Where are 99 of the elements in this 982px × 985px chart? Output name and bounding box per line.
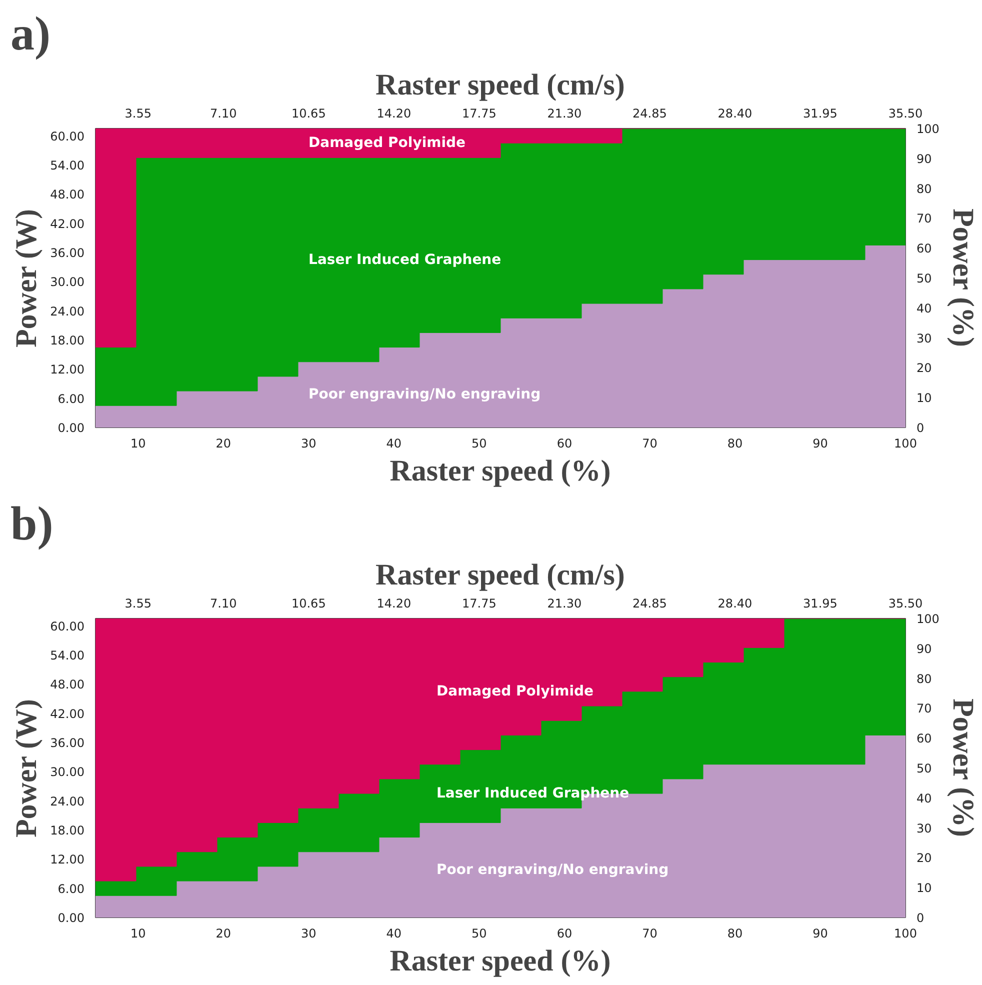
y-tick-label: 18.00 bbox=[50, 823, 85, 838]
y2-tick-label: 50 bbox=[916, 272, 932, 286]
x2-tick-label: 24.85 bbox=[632, 596, 667, 610]
y-tick-label: 60.00 bbox=[50, 129, 85, 144]
annotation: Poor engraving/No engraving bbox=[308, 386, 541, 403]
y-tick-label: 54.00 bbox=[50, 648, 85, 662]
annotation: Damaged Polyimide bbox=[308, 135, 466, 152]
y2-tick-label: 0 bbox=[916, 421, 924, 435]
y2-tick-label: 10 bbox=[916, 391, 932, 406]
x2-tick-label: 10.65 bbox=[291, 106, 326, 120]
y2-tick-label: 100 bbox=[916, 612, 940, 626]
x-tick-label: 70 bbox=[642, 436, 658, 450]
y2-tick-label: 80 bbox=[916, 672, 932, 686]
y2-tick-label: 90 bbox=[916, 152, 932, 166]
y-tick-label: 12.00 bbox=[50, 362, 85, 377]
x2-tick-label: 21.30 bbox=[547, 106, 582, 120]
y2-tick-label: 60 bbox=[916, 242, 932, 256]
y-tick-label: 6.00 bbox=[58, 882, 84, 896]
y-tick-label: 48.00 bbox=[50, 188, 85, 202]
annotation: Damaged Polyimide bbox=[436, 683, 594, 700]
x-tick-label: 20 bbox=[216, 926, 232, 940]
chart-title: a) bbox=[10, 8, 50, 60]
y2-tick-label: 0 bbox=[916, 911, 924, 925]
y2-tick-label: 40 bbox=[916, 791, 932, 806]
y-tick-label: 0.00 bbox=[58, 911, 84, 925]
y2-tick-label: 20 bbox=[916, 361, 932, 376]
y-tick-label: 54.00 bbox=[50, 158, 85, 172]
x2-tick-label: 35.50 bbox=[888, 106, 923, 120]
y2-tick-label: 80 bbox=[916, 182, 932, 196]
y2-tick-label: 90 bbox=[916, 642, 932, 656]
x-tick-label: 70 bbox=[642, 926, 658, 940]
x2-tick-label: 31.95 bbox=[803, 106, 838, 120]
y-tick-label: 48.00 bbox=[50, 678, 85, 692]
x-tick-label: 60 bbox=[556, 926, 572, 940]
y2-axis-title: Power (%) bbox=[946, 208, 980, 348]
y-tick-label: 18.00 bbox=[50, 333, 85, 348]
y-tick-label: 0.00 bbox=[58, 421, 84, 435]
x-tick-label: 80 bbox=[727, 926, 743, 940]
annotation: Poor engraving/No engraving bbox=[436, 862, 669, 878]
y2-tick-label: 70 bbox=[916, 212, 932, 226]
x-tick-label: 20 bbox=[216, 436, 232, 450]
y-axis-title: Power (W) bbox=[10, 698, 44, 838]
x2-tick-label: 3.55 bbox=[124, 596, 152, 610]
x-tick-label: 50 bbox=[472, 926, 487, 940]
y2-tick-label: 30 bbox=[916, 821, 932, 836]
x2-tick-label: 21.30 bbox=[547, 596, 582, 610]
y-tick-label: 30.00 bbox=[50, 275, 85, 290]
y2-tick-label: 100 bbox=[916, 122, 940, 136]
y-tick-label: 30.00 bbox=[50, 765, 85, 780]
y2-tick-label: 60 bbox=[916, 732, 932, 746]
y2-axis-title: Power (%) bbox=[946, 698, 980, 838]
y-tick-label: 24.00 bbox=[50, 794, 85, 808]
y-tick-label: 42.00 bbox=[50, 706, 85, 721]
x2-tick-label: 17.75 bbox=[462, 596, 496, 610]
x-tick-label: 90 bbox=[812, 436, 828, 450]
x2-tick-label: 3.55 bbox=[124, 106, 152, 120]
y2-tick-label: 10 bbox=[916, 881, 932, 896]
x2-tick-label: 28.40 bbox=[718, 106, 752, 120]
x-tick-label: 100 bbox=[894, 926, 917, 940]
x2-axis-title: Raster speed (cm/s) bbox=[376, 68, 625, 102]
x2-tick-label: 7.10 bbox=[210, 596, 237, 610]
x2-tick-label: 14.20 bbox=[376, 596, 412, 610]
x-tick-label: 100 bbox=[894, 436, 917, 450]
y2-tick-label: 20 bbox=[916, 851, 932, 866]
x-axis-title: Raster speed (%) bbox=[390, 944, 611, 978]
y-tick-label: 42.00 bbox=[50, 216, 85, 231]
x-tick-label: 60 bbox=[556, 436, 572, 450]
y-tick-label: 36.00 bbox=[50, 736, 85, 750]
x-tick-label: 90 bbox=[812, 926, 828, 940]
x2-tick-label: 28.40 bbox=[718, 596, 752, 610]
x-tick-label: 30 bbox=[301, 926, 316, 940]
x2-tick-label: 35.50 bbox=[888, 596, 923, 610]
x2-tick-label: 24.85 bbox=[632, 106, 667, 120]
x-tick-label: 40 bbox=[386, 436, 402, 450]
annotation: Laser Induced Graphene bbox=[308, 252, 502, 268]
x-tick-label: 50 bbox=[472, 436, 487, 450]
x2-tick-label: 14.20 bbox=[376, 106, 412, 120]
y2-tick-label: 50 bbox=[916, 762, 932, 776]
x-tick-label: 80 bbox=[727, 436, 743, 450]
x2-axis-title: Raster speed (cm/s) bbox=[376, 558, 625, 592]
x2-tick-label: 10.65 bbox=[291, 596, 326, 610]
y-tick-label: 6.00 bbox=[58, 392, 84, 406]
chart-title: b) bbox=[10, 498, 54, 550]
y-axis-title: Power (W) bbox=[10, 208, 44, 348]
x-tick-label: 10 bbox=[130, 436, 146, 450]
y2-tick-label: 40 bbox=[916, 301, 932, 316]
x2-tick-label: 17.75 bbox=[462, 106, 496, 120]
y-tick-label: 36.00 bbox=[50, 246, 85, 260]
x-tick-label: 40 bbox=[386, 926, 402, 940]
y-tick-label: 12.00 bbox=[50, 852, 85, 867]
x-axis-title: Raster speed (%) bbox=[390, 454, 611, 488]
y-tick-label: 60.00 bbox=[50, 619, 85, 634]
y2-tick-label: 30 bbox=[916, 331, 932, 346]
x2-tick-label: 31.95 bbox=[803, 596, 838, 610]
y-tick-label: 24.00 bbox=[50, 304, 85, 318]
y2-tick-label: 70 bbox=[916, 702, 932, 716]
x2-tick-label: 7.10 bbox=[210, 106, 237, 120]
x-tick-label: 10 bbox=[130, 926, 146, 940]
x-tick-label: 30 bbox=[301, 436, 316, 450]
